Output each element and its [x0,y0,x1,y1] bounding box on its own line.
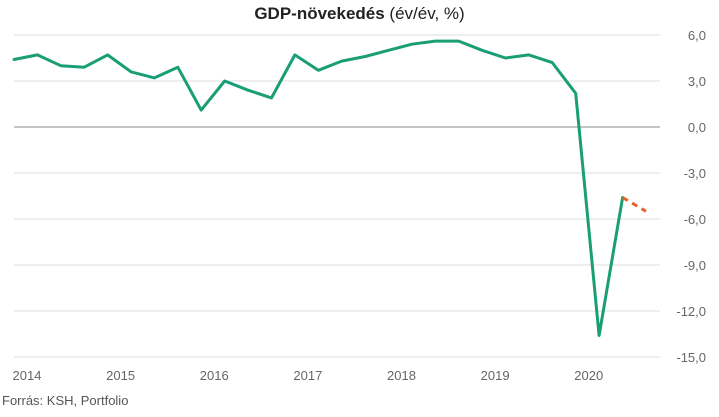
x-tick-label: 2019 [481,368,510,383]
y-tick-label: -15,0 [676,350,706,365]
y-tick-label: 3,0 [688,74,706,89]
y-tick-label: -6,0 [684,212,706,227]
source-note: Forrás: KSH, Portfolio [2,393,129,408]
gdp-series-line [12,39,625,337]
forecast-series-line [621,196,647,213]
x-tick-label: 2016 [200,368,229,383]
chart-title: GDP-növekedés (év/év, %) [0,4,719,24]
x-tick-label: 2020 [574,368,603,383]
x-tick-label: 2018 [387,368,416,383]
y-tick-label: -9,0 [684,258,706,273]
x-tick-label: 2017 [293,368,322,383]
chart-title-main: GDP-növekedés [254,4,385,23]
y-tick-label: 6,0 [688,28,706,43]
x-tick-label: 2015 [106,368,135,383]
y-tick-label: -3,0 [684,166,706,181]
y-tick-label: 0,0 [688,120,706,135]
chart-title-unit: (év/év, %) [384,4,465,23]
y-tick-label: -12,0 [676,304,706,319]
x-tick-label: 2014 [13,368,42,383]
